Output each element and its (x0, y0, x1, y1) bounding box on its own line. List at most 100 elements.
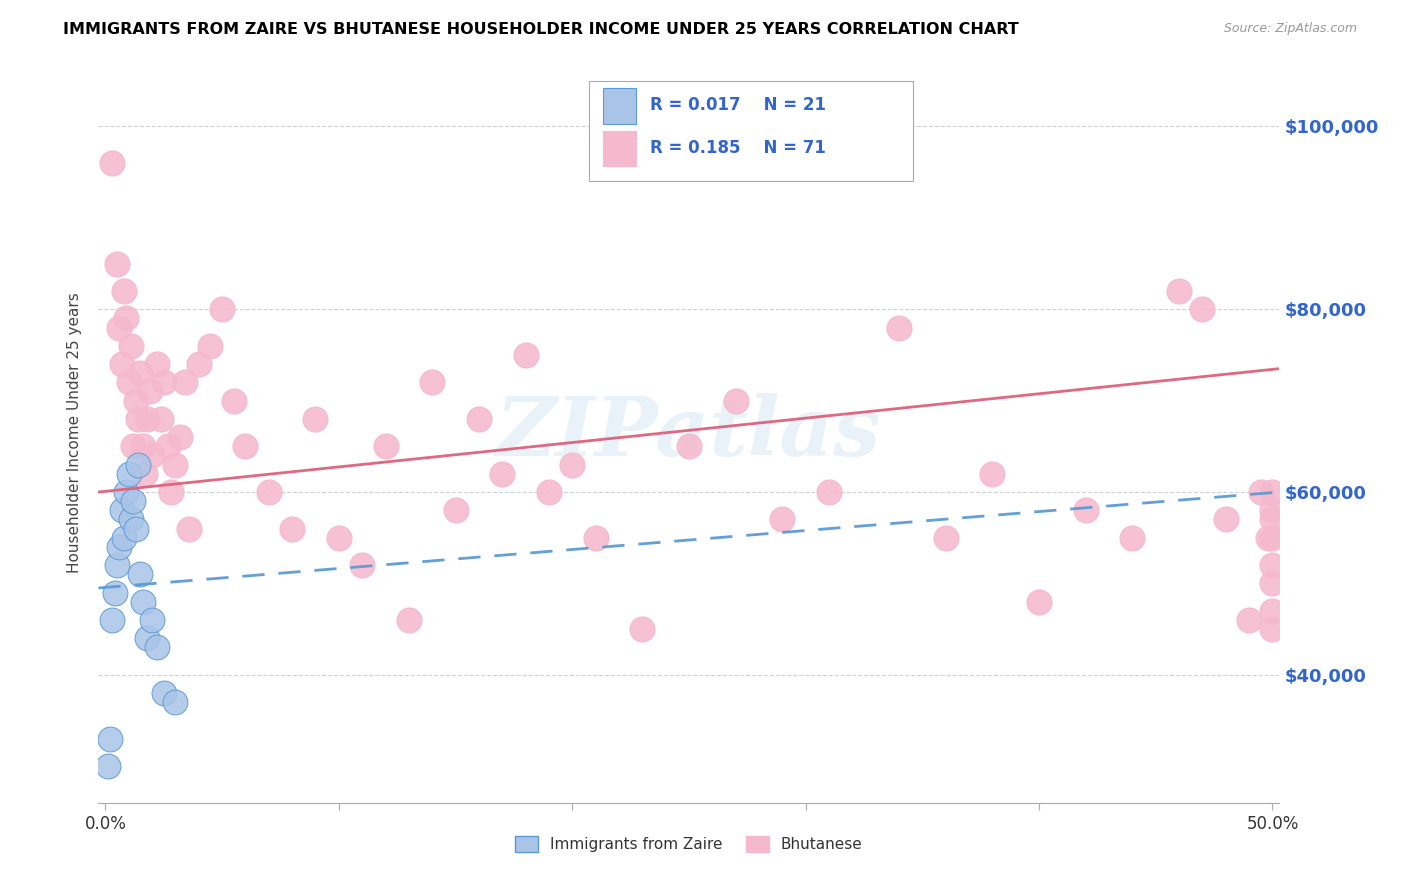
Point (165, 458, 187, 472)
Text: R = 0.185    N = 71: R = 0.185 N = 71 (650, 138, 825, 157)
Point (1191, 302, 1213, 317)
Point (1261, 558, 1284, 573)
Point (1215, 512, 1237, 526)
Point (468, 412, 491, 426)
Point (120, 512, 142, 526)
Point (97, 759, 120, 773)
Point (115, 311, 138, 326)
Point (235, 439, 257, 453)
Point (122, 494, 145, 508)
Text: Source: ZipAtlas.com: Source: ZipAtlas.com (1223, 22, 1357, 36)
Point (129, 567, 152, 582)
Point (200, 339, 222, 353)
Point (179, 522, 201, 536)
Point (105, 256, 128, 270)
Point (537, 485, 560, 500)
Point (352, 558, 374, 573)
Point (118, 376, 141, 390)
Point (101, 613, 124, 627)
Point (491, 467, 513, 481)
Text: ZIPatlas: ZIPatlas (496, 392, 882, 473)
Point (1237, 613, 1260, 627)
Point (420, 376, 443, 390)
Point (118, 467, 141, 481)
Point (444, 503, 467, 517)
Point (981, 467, 1004, 481)
Point (122, 439, 145, 453)
Point (222, 393, 245, 408)
Point (165, 695, 187, 709)
Y-axis label: Householder Income Under 25 years: Householder Income Under 25 years (67, 293, 83, 573)
Point (1250, 485, 1272, 500)
Point (1074, 503, 1097, 517)
Point (631, 622, 654, 636)
Point (818, 485, 841, 500)
Point (304, 412, 326, 426)
Point (132, 439, 155, 453)
Point (127, 458, 149, 472)
Point (98, 731, 121, 746)
Point (136, 412, 159, 426)
Bar (603, 88, 636, 124)
FancyBboxPatch shape (589, 81, 914, 181)
Point (105, 558, 128, 573)
Legend: Immigrants from Zaire, Bhutanese: Immigrants from Zaire, Bhutanese (509, 830, 869, 858)
Point (211, 302, 233, 317)
Point (125, 393, 148, 408)
Point (374, 439, 396, 453)
Point (770, 512, 793, 526)
Point (1261, 503, 1284, 517)
Point (108, 540, 131, 554)
Text: R = 0.017    N = 21: R = 0.017 N = 21 (650, 96, 825, 114)
Point (887, 320, 910, 334)
Point (328, 531, 350, 545)
Point (1121, 531, 1143, 545)
Point (169, 430, 191, 444)
Point (150, 412, 173, 426)
Point (132, 595, 155, 609)
Point (129, 366, 152, 380)
Point (281, 522, 304, 536)
Point (159, 485, 181, 500)
Point (101, 156, 124, 170)
Point (139, 384, 162, 399)
Bar (603, 130, 636, 166)
Point (134, 467, 156, 481)
Point (146, 640, 169, 655)
Point (146, 357, 169, 371)
Point (136, 632, 159, 646)
Point (398, 613, 420, 627)
Point (141, 449, 163, 463)
Point (157, 439, 180, 453)
Point (127, 412, 149, 426)
Point (1028, 595, 1050, 609)
Point (515, 348, 537, 362)
Point (125, 522, 148, 536)
Point (585, 531, 607, 545)
Point (1261, 622, 1284, 636)
Point (1261, 512, 1284, 526)
Point (724, 393, 747, 408)
Point (173, 376, 195, 390)
Point (111, 357, 134, 371)
Point (1168, 284, 1191, 298)
Point (678, 439, 700, 453)
Point (108, 320, 131, 334)
Point (1257, 531, 1279, 545)
Point (935, 531, 957, 545)
Point (152, 376, 174, 390)
Point (111, 503, 134, 517)
Point (1261, 531, 1284, 545)
Point (104, 585, 127, 599)
Point (115, 485, 138, 500)
Point (187, 357, 209, 371)
Point (112, 531, 135, 545)
Point (257, 485, 280, 500)
Point (561, 458, 583, 472)
Point (112, 284, 135, 298)
Text: IMMIGRANTS FROM ZAIRE VS BHUTANESE HOUSEHOLDER INCOME UNDER 25 YEARS CORRELATION: IMMIGRANTS FROM ZAIRE VS BHUTANESE HOUSE… (63, 22, 1019, 37)
Point (141, 613, 163, 627)
Point (1261, 576, 1284, 591)
Point (1261, 604, 1284, 618)
Point (152, 686, 174, 700)
